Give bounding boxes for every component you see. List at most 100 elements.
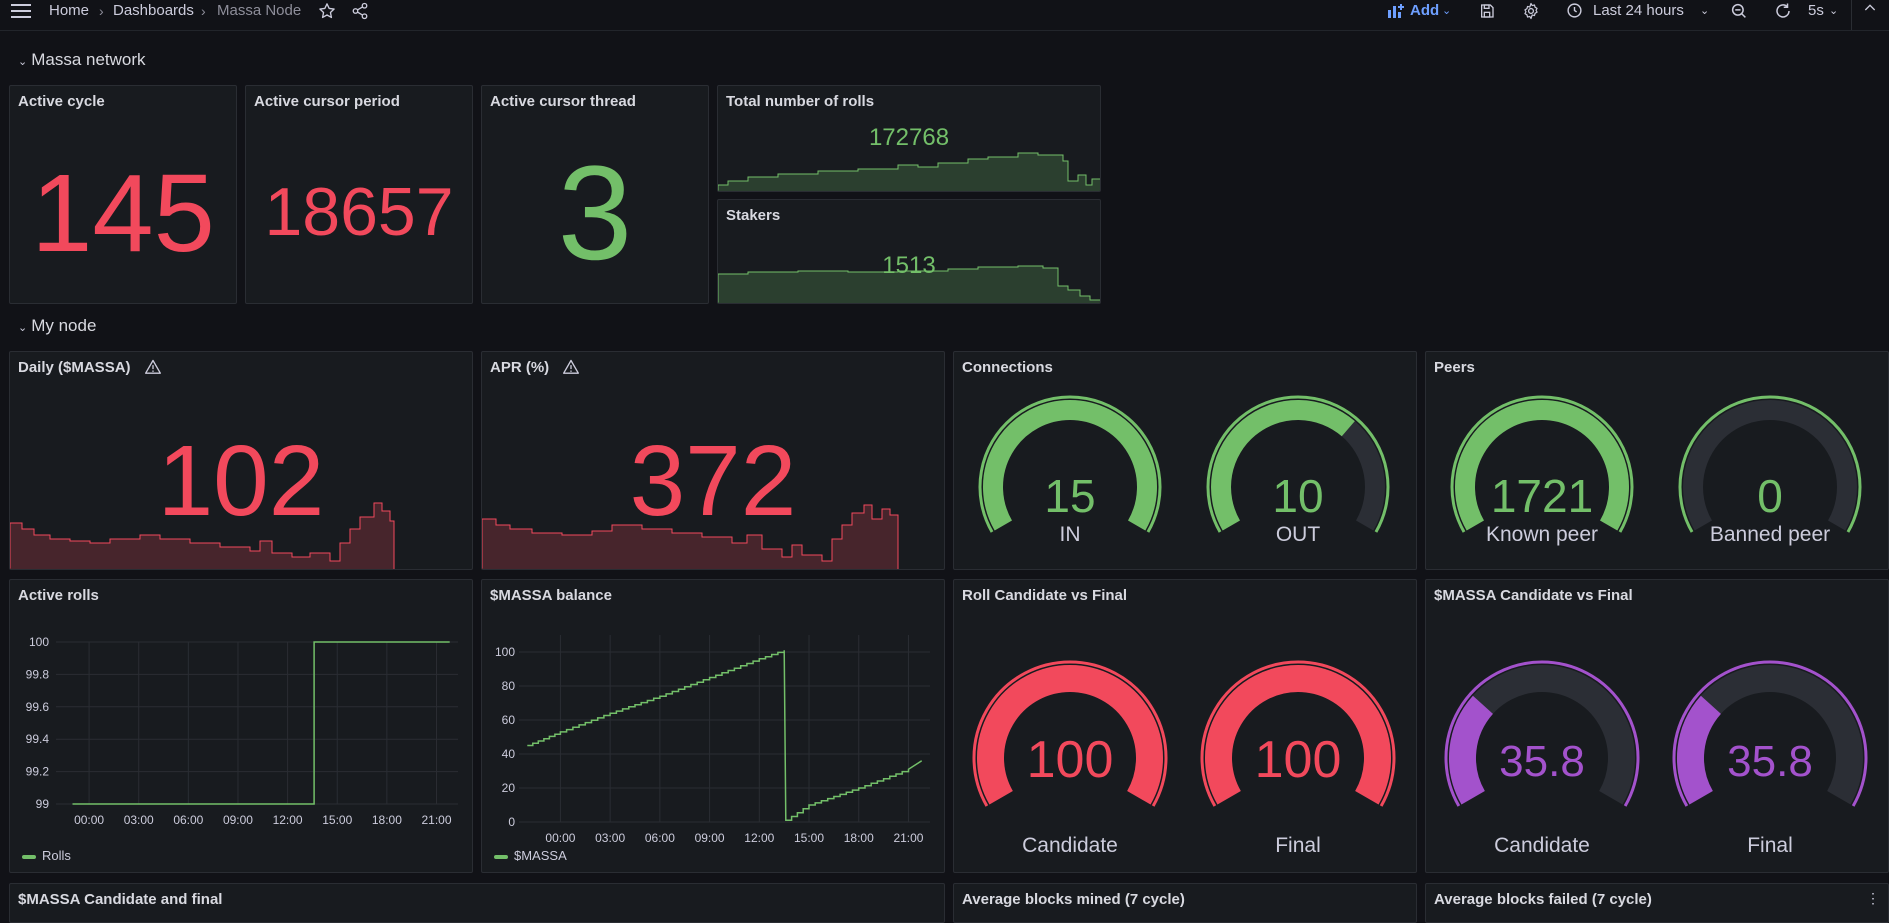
gauge-fill — [1677, 695, 1722, 805]
gauge-final: 100 Final — [1200, 660, 1396, 857]
panel-total-rolls[interactable]: Total number of rolls 172768 — [717, 85, 1101, 192]
sparkline — [10, 502, 395, 569]
panel-apr[interactable]: APR (%) 372 — [481, 351, 945, 570]
panel-roll-candidate-final[interactable]: Roll Candidate vs Final 100 Candidate 100… — [953, 579, 1417, 873]
gauge-fill — [1455, 400, 1629, 531]
breadcrumb-separator-icon: › — [201, 3, 206, 19]
share-icon[interactable] — [351, 2, 369, 24]
y-tick-label: 100 — [495, 645, 515, 659]
refresh-interval-picker[interactable]: 5s — [1808, 2, 1824, 19]
panel-massa-balance[interactable]: $MASSA balance 0 20 40 60 80 100 00:00 03:00 06:… — [481, 579, 945, 873]
star-icon[interactable] — [318, 2, 336, 24]
save-icon[interactable] — [1479, 3, 1495, 25]
gauge-value: 0 — [1757, 470, 1783, 522]
x-tick-label: 18:00 — [372, 813, 402, 827]
section-row-network[interactable]: ⌄ Massa network — [18, 50, 146, 70]
stat-value: 372 — [629, 425, 797, 537]
y-tick-label: 80 — [502, 679, 516, 693]
panel-title: Average blocks failed (7 cycle) — [1434, 891, 1652, 908]
panel-daily-massa[interactable]: Daily ($MASSA) 102 — [9, 351, 473, 570]
panel-active-rolls[interactable]: Active rolls 99 99.2 99.4 99.6 99.8 100 00:00 0… — [9, 579, 473, 873]
panel-stakers[interactable]: Stakers 1513 — [717, 199, 1101, 304]
panel-title: $MASSA balance — [490, 587, 612, 604]
y-tick-label: 99.6 — [26, 700, 50, 714]
chevron-down-icon[interactable]: ⌄ — [1829, 5, 1839, 17]
panel-title: APR (%) — [490, 359, 580, 378]
panel-connections[interactable]: Connections 15 IN 10 OUT — [953, 351, 1417, 570]
gauge-value: 1721 — [1491, 470, 1593, 522]
stat-value: 3 — [557, 139, 633, 288]
refresh-icon[interactable] — [1774, 2, 1792, 24]
series-line — [527, 650, 923, 822]
panel-title: $MASSA Candidate and final — [18, 891, 223, 908]
panel-title: Active cursor period — [254, 93, 400, 110]
gauges: 35.8 Candidate 35.8 Final — [1444, 660, 1868, 857]
gauge-value: 35.8 — [1727, 737, 1813, 786]
section-title: My node — [31, 316, 97, 335]
menu-icon[interactable] — [10, 1, 32, 23]
series-line — [72, 641, 450, 805]
warning-icon[interactable] — [563, 359, 580, 378]
clock-icon[interactable] — [1566, 2, 1583, 24]
gear-icon[interactable] — [1522, 2, 1540, 24]
panel-massa-candidate-final[interactable]: $MASSA Candidate vs Final 35.8 Candidate … — [1425, 579, 1889, 873]
x-tick-label: 15:00 — [322, 813, 352, 827]
gauge-value: 100 — [1255, 731, 1342, 789]
gauge-threshold-arc — [1200, 660, 1396, 807]
gauge-threshold-arc — [978, 395, 1162, 533]
breadcrumb-separator-icon: › — [99, 3, 104, 19]
breadcrumb-home[interactable]: Home — [49, 2, 90, 19]
gauge-label: IN — [1060, 523, 1081, 546]
time-series-chart: 99 99.2 99.4 99.6 99.8 100 00:00 03:00 06:00 09:0… — [26, 635, 458, 827]
gauge-fill — [977, 665, 1163, 805]
add-button[interactable]: Add — [1410, 2, 1440, 19]
stat-value: 145 — [31, 152, 215, 275]
panel-active-cursor-period[interactable]: Active cursor period 18657 — [245, 85, 473, 304]
panel-avg-blocks-mined[interactable]: Average blocks mined (7 cycle) — [953, 883, 1417, 923]
panel-title-text: Daily ($MASSA) — [18, 359, 131, 376]
gauge-threshold-arc — [1450, 395, 1634, 533]
x-tick-label: 15:00 — [794, 831, 824, 845]
collapse-chevron-up-icon[interactable] — [1851, 0, 1878, 30]
stat-value: 18657 — [264, 174, 454, 250]
x-tick-label: 21:00 — [421, 813, 451, 827]
panel-avg-blocks-failed[interactable]: Average blocks failed (7 cycle) ⋮ — [1425, 883, 1889, 923]
breadcrumb-dashboards[interactable]: Dashboards — [113, 2, 194, 19]
legend-swatch — [22, 854, 36, 859]
gauge-candidate: 35.8 Candidate — [1444, 660, 1640, 857]
y-tick-label: 40 — [502, 747, 516, 761]
panel-title: Connections — [962, 359, 1053, 376]
panel-title: $MASSA Candidate vs Final — [1434, 587, 1633, 604]
gauge-final: 35.8 Final — [1672, 660, 1868, 857]
legend-swatch — [494, 854, 508, 859]
panel-title: Average blocks mined (7 cycle) — [962, 891, 1185, 908]
x-tick-label: 03:00 — [595, 831, 625, 845]
panel-massa-candidate-and-final[interactable]: $MASSA Candidate and final — [9, 883, 945, 923]
warning-icon[interactable] — [144, 359, 161, 378]
time-range-picker[interactable]: Last 24 hours — [1593, 2, 1684, 19]
panel-active-cursor-thread[interactable]: Active cursor thread 3 — [481, 85, 709, 304]
section-title: Massa network — [31, 50, 146, 69]
section-row-node[interactable]: ⌄ My node — [18, 316, 96, 336]
gauge-value: 15 — [1044, 470, 1095, 522]
gauge-label: Final — [1747, 834, 1793, 857]
zoom-out-icon[interactable] — [1730, 2, 1748, 24]
chevron-down-icon[interactable]: ⌄ — [1700, 5, 1710, 17]
legend-item[interactable]: $MASSA — [494, 848, 567, 863]
legend-item[interactable]: Rolls — [22, 848, 71, 863]
panel-menu-icon[interactable]: ⋮ — [1866, 890, 1880, 906]
add-panel-icon[interactable] — [1386, 2, 1406, 24]
x-tick-label: 06:00 — [645, 831, 675, 845]
panel-peers[interactable]: Peers 1721 Known peer 0 Banned peer — [1425, 351, 1889, 570]
gauge-value: 100 — [1027, 731, 1114, 789]
gauge-value: 35.8 — [1499, 737, 1585, 786]
y-tick-label: 99.8 — [26, 667, 50, 681]
panel-active-cycle[interactable]: Active cycle 145 — [9, 85, 237, 304]
gauge-candidate: 100 Candidate — [972, 660, 1168, 857]
panel-title: Total number of rolls — [726, 93, 875, 110]
gauge-fill — [1211, 400, 1355, 531]
chevron-down-icon[interactable]: ⌄ — [1442, 5, 1452, 17]
sparkline — [718, 265, 1100, 303]
